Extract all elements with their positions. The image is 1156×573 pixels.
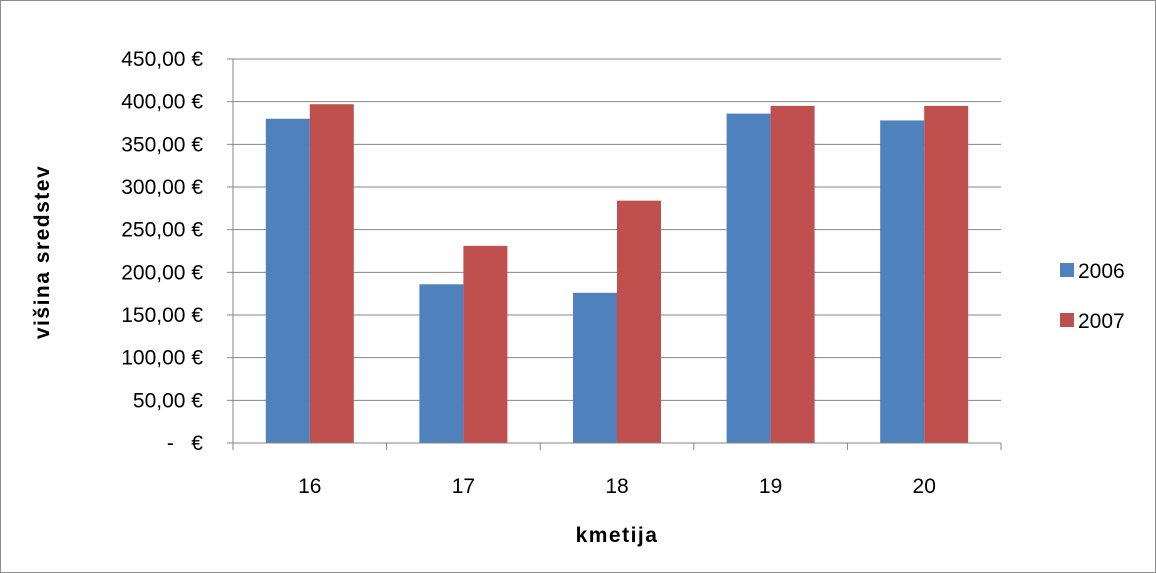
y-tick-label: 50,00 € — [133, 389, 203, 412]
y-tick-label: - € — [167, 432, 203, 455]
bar-2006-17 — [419, 284, 464, 443]
x-tick-label: 18 — [605, 475, 628, 498]
x-tick-label: 20 — [913, 475, 936, 498]
y-tick-label: 450,00 € — [121, 48, 203, 71]
y-tick-label: 300,00 € — [121, 176, 203, 199]
y-tick-label: 250,00 € — [121, 219, 203, 242]
bar-2006-19 — [726, 113, 771, 443]
x-tick-label: 19 — [759, 475, 782, 498]
axes — [232, 59, 1002, 450]
bar-2006-18 — [573, 292, 617, 443]
y-tick-label: 150,00 € — [121, 304, 203, 327]
bar-2007-18 — [617, 200, 661, 443]
y-axis-title: višina sredstev — [31, 165, 54, 339]
bar-2006-16 — [265, 118, 310, 443]
bar-2007-16 — [309, 104, 354, 443]
bar-2007-20 — [924, 105, 969, 443]
y-tick-label: 100,00 € — [121, 347, 203, 370]
y-tick-labels: - € 50,00 € 100,00 € 150,00 € 200,00 € 250,00… — [121, 48, 203, 455]
x-tick-labels: 16 17 18 19 20 — [298, 475, 936, 498]
legend-label-2007: 2007 — [1078, 310, 1125, 333]
legend: 2006 2007 — [1060, 260, 1125, 333]
legend-swatch-2006 — [1060, 263, 1074, 277]
bar-2007-17 — [463, 245, 508, 443]
y-tick-label: 350,00 € — [121, 133, 203, 156]
x-tick-label: 17 — [452, 475, 475, 498]
bar-2007-19 — [770, 105, 815, 443]
y-tick-label: 200,00 € — [121, 261, 203, 284]
x-axis-title: kmetija — [576, 524, 659, 547]
bar-2006-20 — [880, 120, 925, 443]
bars — [265, 104, 969, 443]
legend-label-2006: 2006 — [1078, 260, 1125, 283]
y-tick-label: 400,00 € — [121, 91, 203, 114]
x-tick-label: 16 — [298, 475, 321, 498]
legend-swatch-2007 — [1060, 313, 1074, 327]
